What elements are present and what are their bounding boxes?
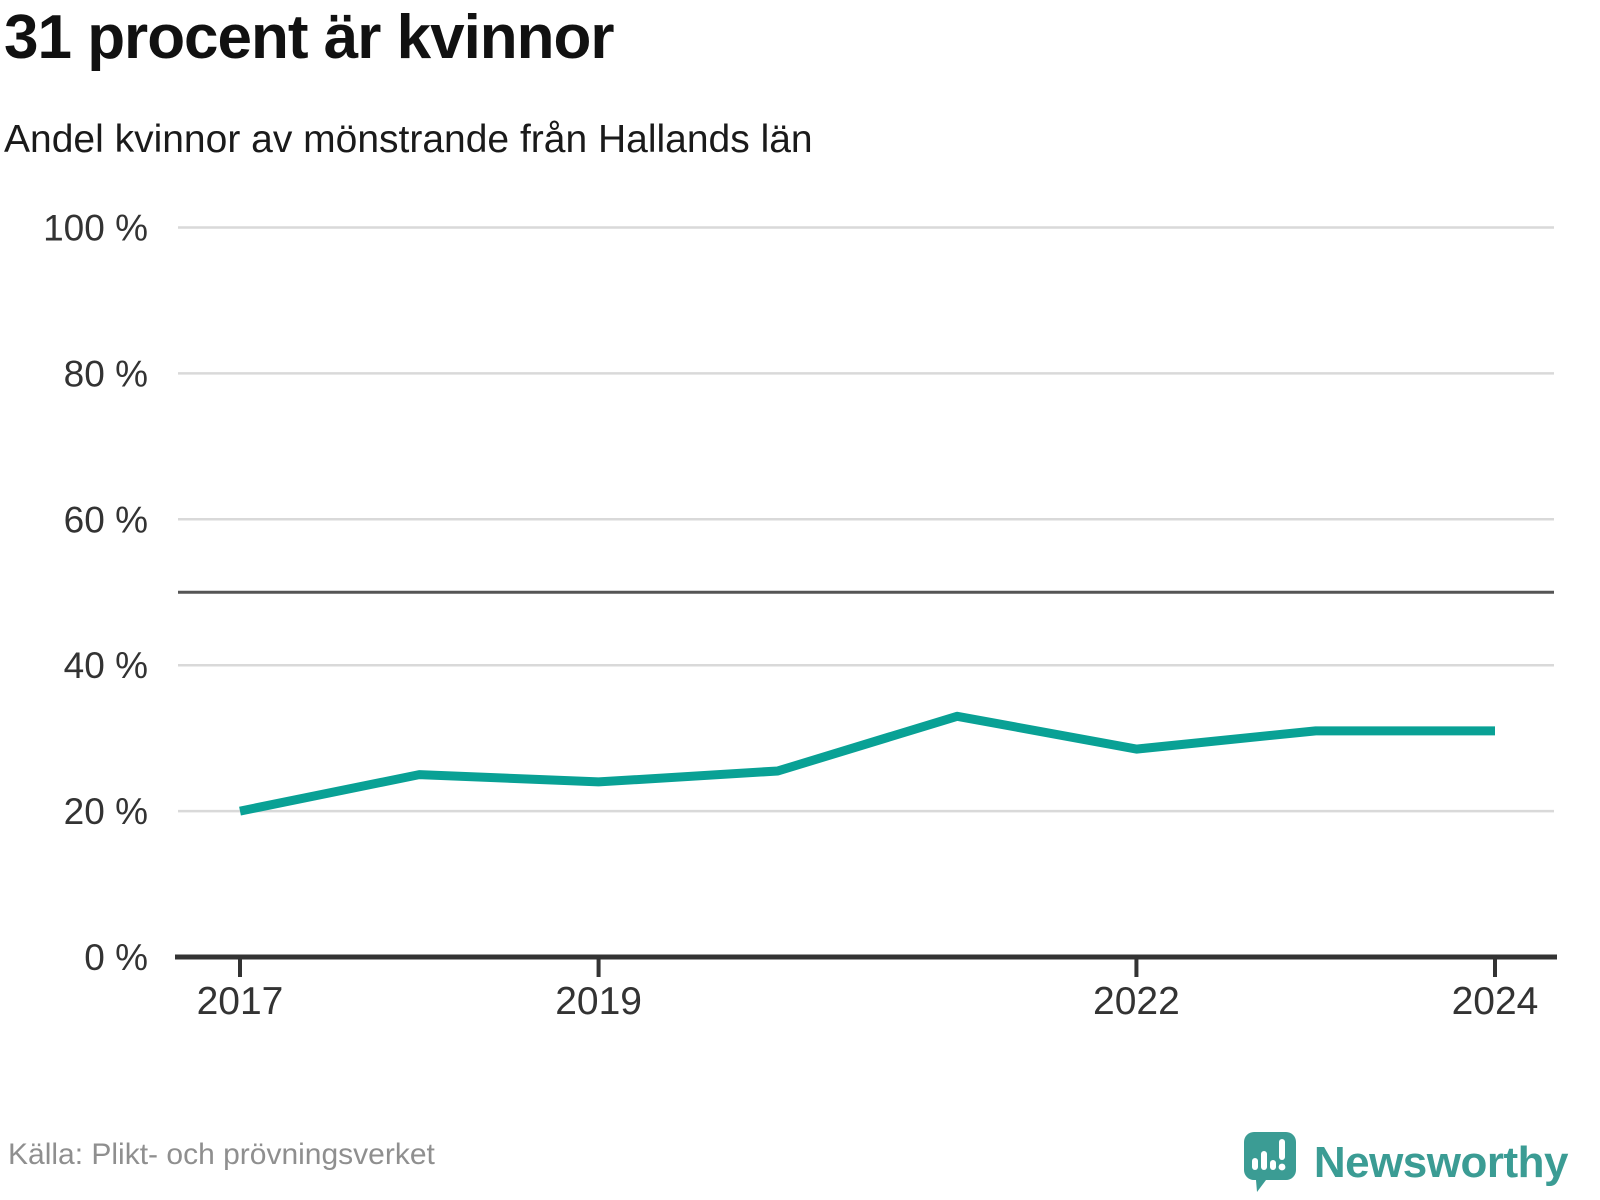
chart-subtitle: Andel kvinnor av mönstrande från Halland… — [4, 118, 813, 161]
y-tick-label: 40 % — [64, 645, 148, 686]
brand-name: Newsworthy — [1313, 1138, 1569, 1187]
y-tick-label: 100 % — [43, 208, 148, 249]
bar-chart-pin-icon — [1243, 1132, 1296, 1192]
x-tick-label: 2019 — [555, 980, 642, 1023]
source-note: Källa: Plikt- och prövningsverket — [8, 1138, 435, 1171]
line-chart: 0 % 20 % 40 % 60 % 80 % 100 % 2017 2019 2022 2024 — [43, 208, 1557, 1023]
y-tick-label: 80 % — [64, 353, 148, 394]
data-line-andel-kvinnor — [239, 711, 1495, 816]
x-tick-label: 2022 — [1093, 980, 1180, 1023]
y-tick-label: 20 % — [64, 791, 148, 832]
y-tick-label: 0 % — [84, 937, 148, 978]
page-title: 31 procent är kvinnor — [4, 3, 615, 72]
x-tick-label: 2024 — [1452, 980, 1539, 1023]
x-tick-label: 2017 — [197, 980, 284, 1023]
newsworthy-logo: Newsworthy — [1243, 1132, 1569, 1194]
y-tick-label: 60 % — [64, 499, 148, 540]
